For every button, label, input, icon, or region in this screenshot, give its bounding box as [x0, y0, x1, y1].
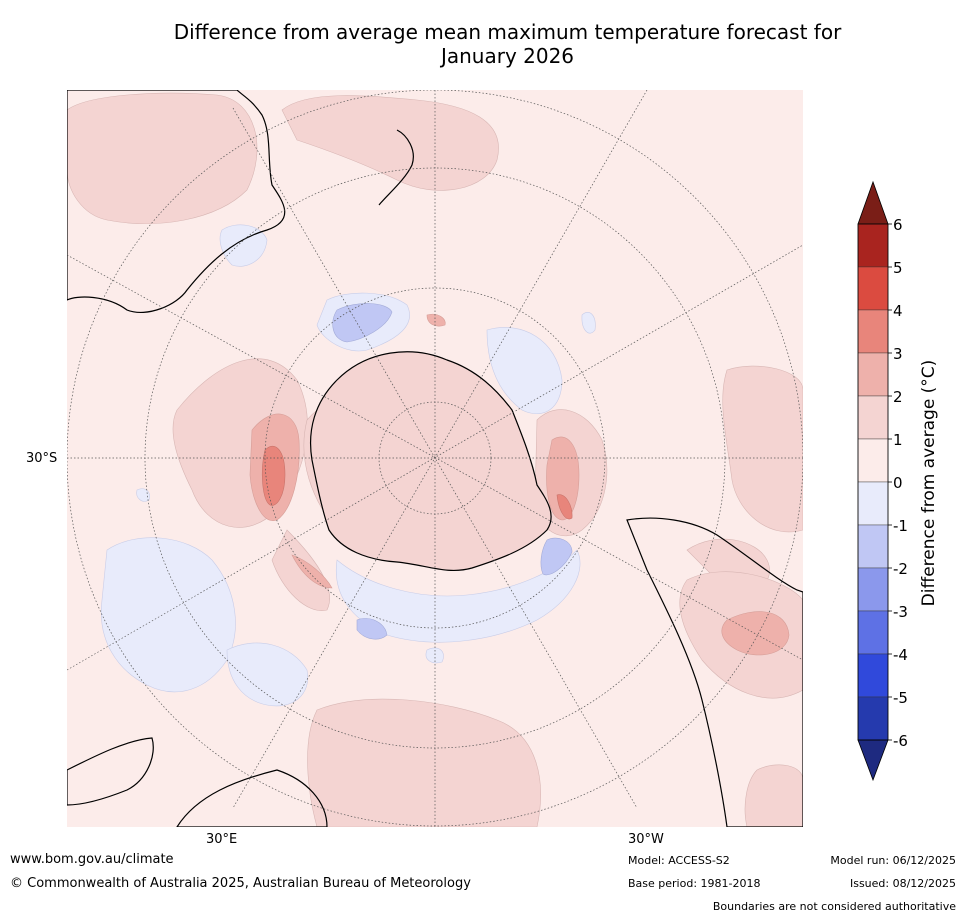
colorbar-title: Difference from average (°C): [919, 359, 939, 607]
colorbar-tick-label: -5: [893, 689, 908, 707]
colorbar-segment: [857, 610, 889, 655]
colorbar-segment: [857, 524, 889, 569]
colorbar-tick-label: 6: [893, 216, 903, 234]
longitude-label-30w: 30°W: [628, 832, 664, 847]
polar-map: [67, 90, 803, 827]
colorbar: 6 5 4 3 2 1 0 -1 -2 -3 -4 -5 -6: [857, 180, 908, 782]
issued-date: Issued: 08/12/2025: [849, 877, 956, 890]
australia-coastline: [67, 90, 286, 314]
colorbar-segment: [857, 438, 889, 483]
new-zealand-coastline: [378, 129, 414, 206]
website-link[interactable]: www.bom.gov.au/climate: [10, 852, 174, 867]
graticule: [67, 90, 803, 827]
colorbar-tick-label: -6: [893, 732, 908, 750]
copyright-notice: © Commonwealth of Australia 2025, Austra…: [10, 876, 471, 891]
title-line-2: January 2026: [440, 44, 575, 68]
colorbar-tick-label: -2: [893, 560, 908, 578]
colorbar-segment: [857, 653, 889, 698]
model-run-date: Model run: 06/12/2025: [830, 854, 956, 867]
colorbar-segment: [857, 481, 889, 526]
colorbar-segment: [857, 395, 889, 440]
colorbar-tick-label: 3: [893, 345, 903, 363]
model-name: Model: ACCESS-S2: [628, 854, 730, 867]
base-period: Base period: 1981-2018: [628, 877, 761, 890]
colorbar-tick-label: 1: [893, 431, 903, 449]
title-line-1: Difference from average mean maximum tem…: [173, 20, 842, 44]
antarctica-outline: [309, 351, 552, 572]
colorbar-segments: [857, 223, 889, 741]
colorbar-segment: [857, 223, 889, 268]
colorbar-extend-min: [857, 739, 889, 782]
cool-anomaly-regions: [100, 224, 596, 707]
colorbar-tick-label: 5: [893, 259, 903, 277]
africa-coastline: [67, 737, 328, 827]
cool-anomaly-1-2: [332, 303, 573, 640]
colorbar-ticks: 6 5 4 3 2 1 0 -1 -2 -3 -4 -5 -6: [888, 216, 908, 750]
colorbar-segment: [857, 567, 889, 612]
colorbar-tick-label: 2: [893, 388, 903, 406]
colorbar-tick-label: -4: [893, 646, 908, 664]
south-america-coastline: [626, 517, 803, 827]
longitude-label-30e: 30°E: [206, 832, 238, 847]
latitude-label: 30°S: [26, 451, 58, 466]
colorbar-segment: [857, 266, 889, 311]
colorbar-segment: [857, 696, 889, 741]
boundaries-disclaimer: Boundaries are not considered authoritat…: [712, 900, 956, 913]
colorbar-tick-label: 0: [893, 474, 903, 492]
colorbar-tick-label: -3: [893, 603, 908, 621]
colorbar-segment: [857, 352, 889, 397]
colorbar-tick-label: 4: [893, 302, 903, 320]
colorbar-extend-max: [857, 180, 889, 225]
colorbar-tick-label: -1: [893, 517, 908, 535]
colorbar-segment: [857, 309, 889, 354]
map-title: Difference from average mean maximum tem…: [60, 20, 955, 68]
